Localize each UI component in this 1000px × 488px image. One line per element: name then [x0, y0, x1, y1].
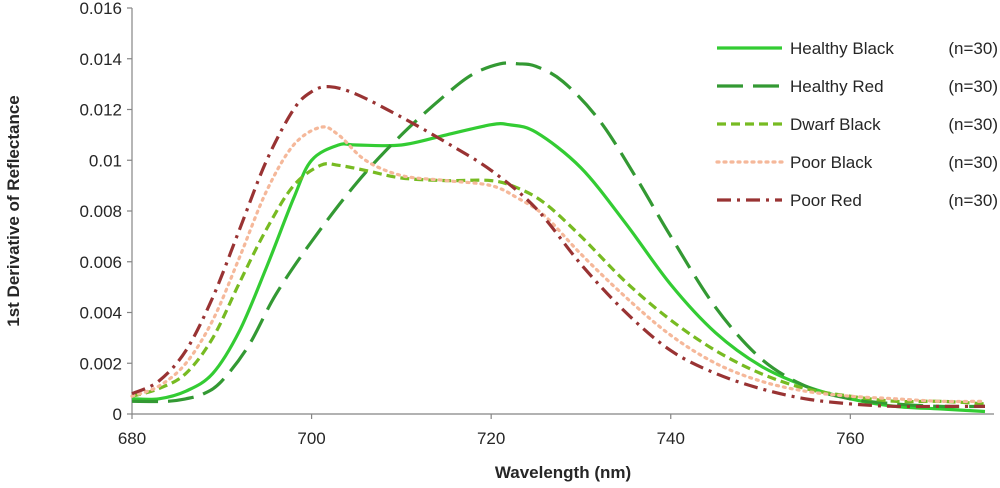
legend-label-healthy-red: Healthy Red	[790, 77, 884, 96]
series-lines	[130, 61, 987, 414]
series-line-dwarf-black	[131, 161, 986, 406]
series-line-poor-black	[130, 125, 987, 404]
legend-count-poor-black: (n=30)	[948, 153, 998, 172]
x-tick-label: 740	[657, 429, 685, 448]
legend-label-healthy-black: Healthy Black	[790, 39, 894, 58]
y-axis-title: 1st Derivative of Reflectance	[4, 95, 23, 327]
y-tick-label: 0.016	[79, 0, 122, 18]
legend-count-dwarf-black: (n=30)	[948, 115, 998, 134]
y-axis-ticks: 0 0.002 0.004 0.006 0.008 0.01 0.012 0.014 0.016	[79, 0, 132, 424]
x-axis-title: Wavelength (nm)	[495, 463, 631, 482]
y-tick-label: 0.014	[79, 50, 122, 69]
series-line-healthy-red	[131, 61, 986, 409]
y-tick-label: 0	[113, 405, 122, 424]
legend: Healthy Black (n=30) Healthy Red (n=30) Dwar…	[715, 39, 998, 210]
legend-label-poor-red: Poor Red	[790, 191, 862, 210]
x-tick-label: 720	[477, 429, 505, 448]
axes	[131, 8, 994, 415]
x-tick-label: 760	[836, 429, 864, 448]
y-tick-label: 0.004	[79, 304, 122, 323]
x-axis-ticks: 680 700 720 740 760	[118, 414, 865, 448]
series-line-poor-red	[131, 85, 985, 409]
legend-label-poor-black: Poor Black	[790, 153, 873, 172]
y-tick-label: 0.01	[89, 151, 122, 170]
x-tick-label: 700	[297, 429, 325, 448]
x-tick-label: 680	[118, 429, 146, 448]
y-tick-label: 0.006	[79, 253, 122, 272]
y-tick-label: 0.012	[79, 101, 122, 120]
legend-count-healthy-red: (n=30)	[948, 77, 998, 96]
legend-label-dwarf-black: Dwarf Black	[790, 115, 881, 134]
y-tick-label: 0.008	[79, 202, 122, 221]
legend-count-poor-red: (n=30)	[948, 191, 998, 210]
y-tick-label: 0.002	[79, 354, 122, 373]
legend-count-healthy-black: (n=30)	[948, 39, 998, 58]
